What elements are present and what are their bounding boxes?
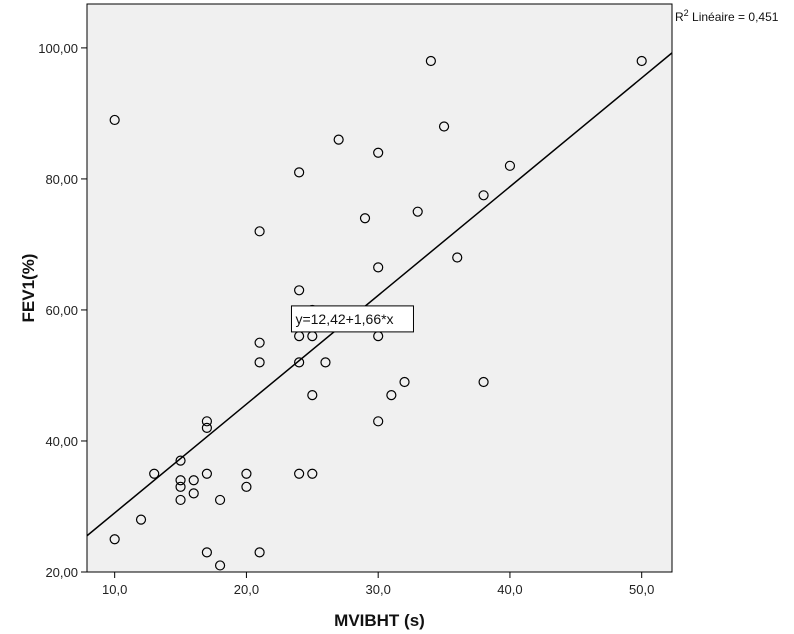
x-tick-label: 50,0 [629,582,654,597]
data-point [201,422,212,433]
data-point [175,475,186,486]
data-point [188,488,199,499]
data-point [254,337,265,348]
data-point [373,147,384,158]
data-point [201,547,212,558]
data-point [254,226,265,237]
r-squared-prefix: R [675,10,684,24]
data-point [254,357,265,368]
data-point [478,376,489,388]
data-point [109,534,120,545]
y-axis-label: FEV1(%) [19,254,38,323]
data-point [307,390,318,401]
data-point [438,121,450,132]
data-point [175,494,186,506]
data-point [359,213,371,224]
data-point [386,390,397,401]
data-point [135,514,147,525]
equation-box [290,305,414,333]
data-point [175,481,186,492]
data-point [425,55,436,67]
data-point [241,468,252,479]
x-tick-label: 30,0 [366,582,391,597]
data-point [294,167,305,178]
x-tick-label: 20,0 [234,582,259,597]
regression-line [86,52,673,537]
data-point [504,160,516,171]
x-tick-label: 40,0 [497,582,522,597]
data-point [175,455,186,466]
y-tick-label: 60,00 [45,303,78,318]
plot-area [86,3,673,573]
data-point [201,416,212,427]
data-point [373,262,384,273]
equation-label: y=12,42+1,66*x [295,311,393,327]
y-tick-label: 80,00 [45,172,78,187]
data-point [149,468,160,479]
x-axis-label: MVIBHT (s) [334,611,425,630]
data-point [452,252,463,263]
data-point [188,475,199,486]
data-point [201,468,212,479]
x-tick-label: 10,0 [102,582,127,597]
x-axis: 10,0 20,0 30,0 40,0 50,0 [102,572,654,597]
data-point [294,285,305,296]
data-point [320,357,331,368]
data-point [373,416,384,427]
data-point [109,114,120,126]
r-squared-label: R2 Linéaire = 0,451 [675,8,779,24]
data-point [636,55,647,67]
data-point [412,206,423,217]
r-squared-superscript: 2 [684,8,689,18]
data-points [109,55,647,571]
data-point [478,190,489,201]
data-point [254,547,265,558]
y-tick-label: 40,00 [45,434,78,449]
data-point [294,468,305,479]
data-point [214,494,226,506]
y-tick-label: 100,00 [38,41,78,56]
data-point [307,468,318,479]
data-point [294,357,305,368]
r-squared-value: Linéaire = 0,451 [689,10,779,24]
data-point [333,134,344,145]
y-tick-label: 20,00 [45,565,78,580]
data-point [241,481,252,492]
data-point [214,560,226,571]
y-axis: 20,00 40,00 60,00 80,00 100,00 [38,41,87,580]
data-point [399,376,410,388]
